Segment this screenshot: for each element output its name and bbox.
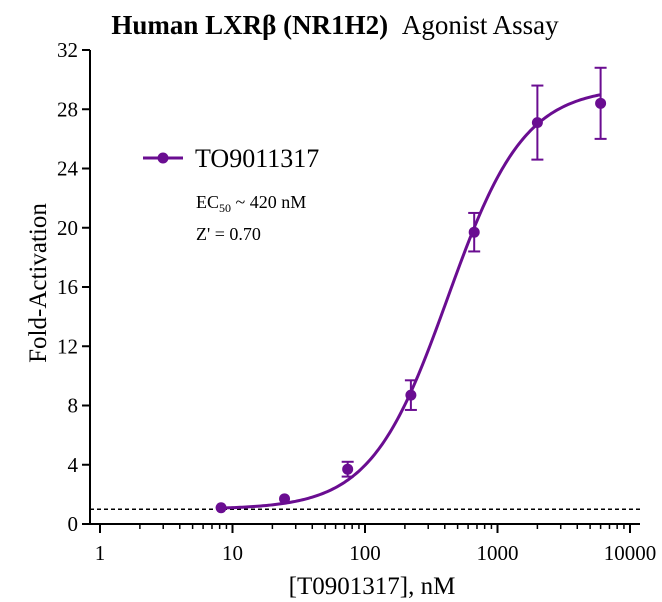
x-tick-label: 1	[95, 541, 106, 565]
data-point	[279, 493, 291, 505]
data-point	[405, 389, 417, 401]
x-tick-label: 1000	[477, 541, 519, 565]
data-point	[595, 97, 607, 109]
y-axis-ticks: 0 4 8 12 16 20 24 28 32	[57, 38, 90, 536]
y-tick-label: 16	[57, 275, 78, 299]
x-tick-label: 10	[222, 541, 243, 565]
ec50-value: ~ 420 nM	[231, 192, 306, 212]
x-tick-label: 10000	[604, 541, 657, 565]
y-tick-label: 24	[57, 157, 79, 181]
y-tick-label: 12	[57, 334, 78, 358]
y-tick-label: 28	[57, 97, 78, 121]
data-point	[215, 502, 227, 514]
chart-title-regular: Agonist Assay	[402, 10, 559, 40]
y-tick-label: 0	[68, 512, 79, 536]
ec50-prefix: EC	[196, 192, 219, 212]
y-tick-label: 20	[57, 216, 78, 240]
data-point	[342, 463, 354, 475]
x-tick-label: 100	[349, 541, 381, 565]
chart-title: Human LXRβ (NR1H2) Agonist Assay	[111, 10, 559, 40]
chart-title-bold: Human LXRβ (NR1H2)	[111, 10, 388, 40]
y-tick-label: 32	[57, 38, 78, 62]
y-axis-label: Fold-Activation	[25, 203, 52, 363]
series-points	[215, 66, 607, 514]
data-point	[531, 117, 543, 129]
x-axis-ticks: 1 10 100 1000 10000	[95, 524, 657, 565]
zprime-annotation: Z' = 0.70	[196, 224, 261, 244]
data-point	[468, 226, 480, 238]
y-tick-label: 4	[68, 453, 79, 477]
y-tick-label: 8	[68, 394, 79, 418]
legend-label: TO9011317	[195, 144, 319, 173]
legend: TO9011317	[143, 144, 319, 173]
x-axis-label: [T0901317], nM	[289, 573, 456, 600]
ec50-subscript: 50	[219, 201, 231, 215]
legend-marker	[157, 152, 169, 164]
ec50-annotation: EC50 ~ 420 nM	[196, 192, 306, 215]
